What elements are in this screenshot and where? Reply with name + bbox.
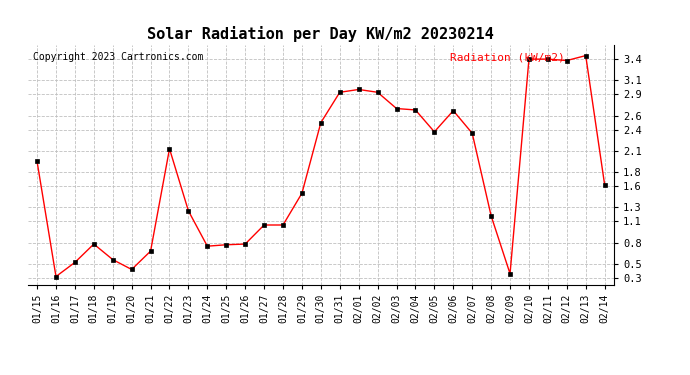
Title: Solar Radiation per Day KW/m2 20230214: Solar Radiation per Day KW/m2 20230214 bbox=[148, 27, 494, 42]
Text: Copyright 2023 Cartronics.com: Copyright 2023 Cartronics.com bbox=[34, 52, 204, 62]
Text: Radiation (kW/m2): Radiation (kW/m2) bbox=[450, 52, 564, 62]
